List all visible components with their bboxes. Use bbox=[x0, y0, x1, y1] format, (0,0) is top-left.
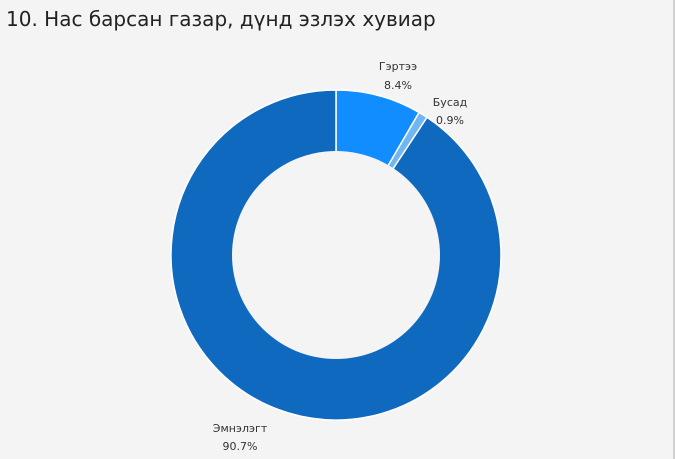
panel-border bbox=[673, 0, 675, 459]
slice-hospital bbox=[170, 89, 502, 421]
slice-label-other-value: 0.9% bbox=[436, 114, 464, 127]
slice-label-other: Бусад 0.9% bbox=[433, 96, 468, 127]
slice-label-home-value: 8.4% bbox=[384, 79, 412, 92]
chart-title: 10. Нас барсан газар, дүнд эзлэх хувиар bbox=[6, 7, 436, 31]
donut-hole bbox=[232, 151, 440, 359]
slice-label-home: Гэртээ 8.4% bbox=[379, 60, 417, 92]
slice-label-home-name: Гэртээ bbox=[379, 60, 417, 73]
slice-label-hospital-name: Эмнэлэгт bbox=[213, 422, 268, 435]
slice-label-hospital: Эмнэлэгт 90.7% bbox=[213, 422, 268, 453]
slice-label-other-name: Бусад bbox=[433, 96, 468, 109]
slice-label-hospital-value: 90.7% bbox=[223, 440, 258, 453]
